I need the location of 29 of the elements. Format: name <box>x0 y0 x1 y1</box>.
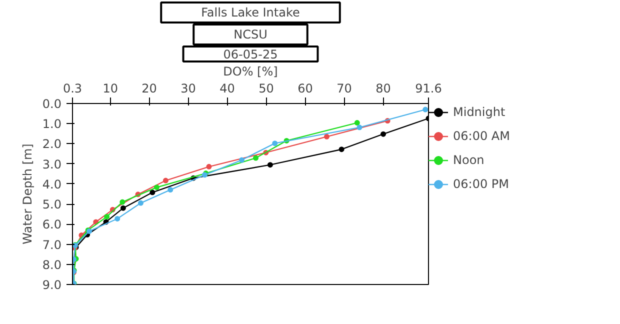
legend-label: Midnight <box>453 105 506 119</box>
x-tick-label: 91.6 <box>415 82 442 96</box>
y-tick-label: 1.0 <box>42 117 62 132</box>
text: 06-05-25 <box>223 48 278 62</box>
x-tick-label: 80 <box>376 82 391 96</box>
x-tick-label: 30 <box>180 82 196 96</box>
legend-label: 06:00 PM <box>453 177 509 191</box>
chart-subtitle: NCSU <box>234 28 268 42</box>
x-axis-title: DO% [%] <box>223 64 278 78</box>
legend-label: 06:00 AM <box>453 129 510 143</box>
y-tick-label: 5.0 <box>42 198 62 212</box>
x-tick-label: 50 <box>258 82 274 96</box>
y-tick-label: 2.0 <box>42 137 62 152</box>
y-tick-label: 7.0 <box>42 238 62 252</box>
x-tick-label: 70 <box>336 82 352 96</box>
x-tick-label: 0.3 <box>62 82 82 96</box>
y-tick-label: 0.0 <box>42 97 62 111</box>
x-tick-label: 40 <box>220 82 235 96</box>
y-tick-label: 9.0 <box>42 278 62 292</box>
legend-label: Noon <box>453 153 484 167</box>
y-tick-label: 4.0 <box>42 177 62 192</box>
y-tick-label: 8.0 <box>42 258 62 272</box>
y-tick-label: 6.0 <box>42 218 62 232</box>
x-tick-label: 10 <box>102 82 118 96</box>
chart-title: Falls Lake Intake <box>201 6 300 20</box>
x-tick-label: 60 <box>298 82 313 96</box>
y-axis-title: Water Depth [m] <box>20 144 34 244</box>
x-tick-label: 20 <box>142 82 157 96</box>
y-tick-label: 3.0 <box>42 157 62 172</box>
